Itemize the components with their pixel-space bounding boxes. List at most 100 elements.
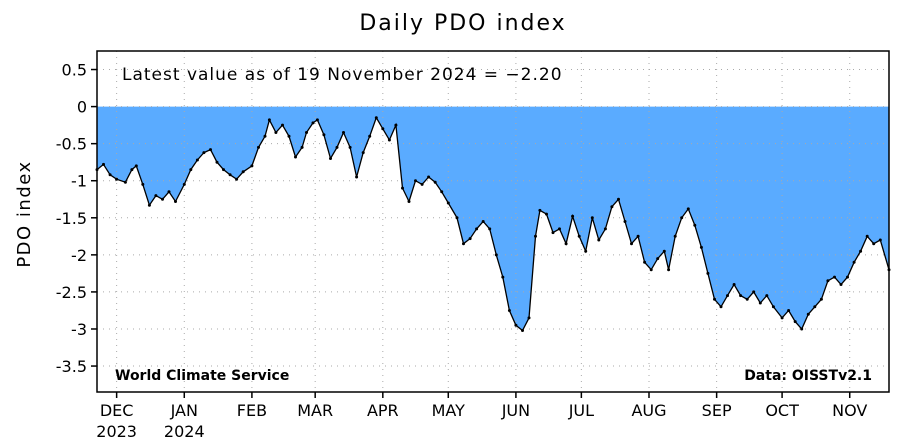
- data-point: [161, 197, 164, 201]
- data-point: [826, 279, 830, 283]
- credit-right: Data: OISSTv2.1: [744, 368, 872, 384]
- data-point: [189, 168, 193, 172]
- x-tick-label: OCT: [765, 401, 799, 420]
- data-point: [787, 309, 791, 312]
- data-point: [538, 208, 542, 212]
- negative-area-fill: [97, 106, 889, 331]
- data-point: [739, 294, 743, 298]
- data-point: [215, 160, 219, 164]
- data-point: [311, 121, 315, 125]
- data-point: [387, 138, 391, 142]
- data-point: [250, 164, 254, 168]
- x-tick-label: AUG: [631, 401, 666, 420]
- y-tick-label: -3: [71, 320, 87, 339]
- data-point: [865, 234, 869, 238]
- x-tick-label: SEP: [702, 401, 732, 420]
- data-point: [846, 275, 849, 279]
- series-line-layer: [95, 116, 891, 332]
- data-point: [780, 316, 784, 320]
- data-point: [108, 173, 112, 177]
- data-point: [222, 168, 225, 172]
- area-fill-layer: [97, 106, 889, 331]
- data-point: [481, 220, 485, 223]
- data-point: [656, 257, 660, 261]
- x-tick-label: JUN: [501, 401, 530, 420]
- data-point: [394, 123, 398, 127]
- data-point: [154, 194, 158, 198]
- data-point: [209, 148, 212, 152]
- data-point: [793, 320, 797, 324]
- y-tick-label: 0.5: [62, 61, 87, 80]
- data-point: [686, 207, 690, 211]
- data-point: [462, 242, 465, 246]
- data-point: [147, 203, 151, 207]
- data-point: [859, 249, 863, 253]
- data-point: [590, 216, 594, 220]
- data-point: [407, 200, 411, 203]
- data-point: [427, 175, 431, 179]
- data-point: [433, 180, 437, 184]
- data-point: [630, 242, 633, 246]
- data-point: [649, 268, 653, 272]
- data-point: [355, 175, 359, 179]
- data-point: [281, 123, 284, 127]
- data-point: [819, 297, 823, 301]
- data-point: [235, 177, 239, 181]
- data-point: [287, 134, 291, 138]
- data-point: [732, 283, 736, 286]
- data-point: [374, 116, 378, 120]
- data-point: [501, 275, 505, 279]
- data-point: [329, 157, 332, 160]
- data-point: [300, 145, 304, 149]
- data-point: [706, 271, 710, 275]
- data-point: [294, 155, 297, 159]
- data-point: [551, 231, 555, 235]
- data-point: [534, 234, 537, 238]
- data-point: [514, 323, 518, 327]
- plot-frame: [96, 50, 890, 393]
- chart-title: Daily PDO index: [359, 11, 566, 36]
- data-point: [745, 297, 749, 301]
- data-point: [241, 170, 245, 174]
- x-tick-label: MAY: [432, 401, 466, 420]
- data-point: [872, 242, 876, 246]
- data-point: [693, 223, 697, 227]
- y-tick-label: -2.5: [56, 283, 87, 302]
- data-point: [167, 190, 171, 194]
- x-tick-label: NOV: [832, 401, 867, 420]
- data-point: [558, 227, 561, 231]
- x-tick-label: JAN: [170, 401, 198, 420]
- data-point: [414, 179, 417, 183]
- data-point: [852, 260, 856, 264]
- data-point: [257, 145, 260, 149]
- data-point: [667, 268, 671, 272]
- x-tick-label: FEB: [237, 401, 267, 420]
- data-point: [342, 131, 345, 134]
- y-tick-label: 0: [77, 98, 87, 117]
- data-point: [440, 190, 444, 194]
- data-point: [468, 237, 472, 241]
- latest-value-annotation: Latest value as of 19 November 2024 = −2…: [122, 65, 563, 85]
- data-point: [494, 253, 498, 257]
- data-point: [455, 216, 459, 220]
- x-tick-label: MAR: [297, 401, 333, 420]
- x-tick-year-label: 2023: [96, 422, 137, 441]
- data-point: [381, 127, 385, 131]
- y-tick-label: -1.5: [56, 209, 87, 228]
- data-point: [680, 216, 684, 220]
- x-tick-label: DEC: [100, 401, 134, 420]
- data-point: [446, 201, 450, 205]
- x-axis: DEC 2023 JAN 2024 FEB MAR APR MAY JUN JUL AUG SEP OC…: [96, 392, 867, 441]
- data-point: [699, 245, 703, 249]
- data-point: [274, 131, 278, 134]
- data-point: [719, 305, 723, 309]
- data-point: [726, 294, 729, 298]
- data-point: [545, 212, 548, 216]
- data-point: [335, 145, 339, 149]
- data-point: [623, 220, 627, 223]
- y-axis-label: PDO index: [14, 160, 35, 267]
- data-point: [368, 134, 372, 138]
- data-point: [571, 214, 575, 218]
- data-point: [488, 227, 492, 231]
